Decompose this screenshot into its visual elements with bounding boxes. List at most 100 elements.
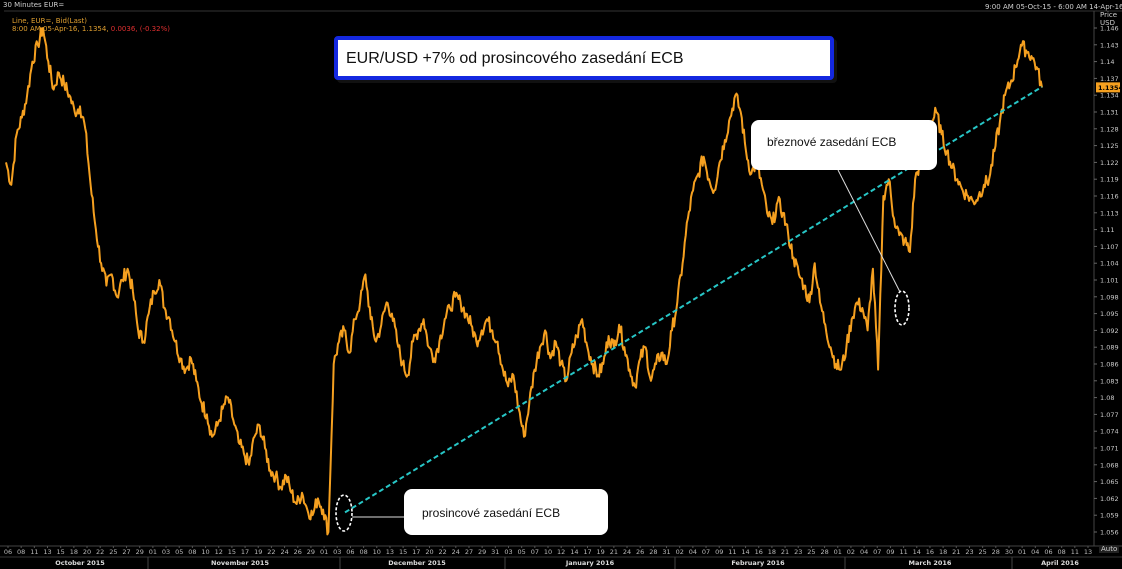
- y-tick-label: 1.119: [1100, 176, 1119, 184]
- x-tick-label: 28: [992, 548, 1000, 556]
- x-tick-label: 25: [109, 548, 117, 556]
- legend-change: 0.0036, (-0.32%): [110, 25, 170, 33]
- x-tick-label: 21: [952, 548, 960, 556]
- trend-line: [344, 85, 1043, 514]
- x-tick-label: 20: [425, 548, 433, 556]
- x-tick-label: 23: [965, 548, 973, 556]
- x-tick-label: 17: [241, 548, 249, 556]
- x-tick-label: 09: [715, 548, 723, 556]
- x-tick-label: 03: [333, 548, 341, 556]
- march-callout: březnové zasedání ECB: [751, 120, 937, 170]
- y-tick-label: 1.116: [1100, 193, 1119, 201]
- x-tick-label: 07: [702, 548, 710, 556]
- december-callout-text: prosincové zasedání ECB: [422, 506, 561, 520]
- x-tick-label: 12: [557, 548, 565, 556]
- y-tick-label: 1.077: [1100, 411, 1119, 419]
- x-tick-label: 09: [886, 548, 894, 556]
- legend-line: Line, EUR=, Bid(Last): [12, 17, 87, 25]
- x-tick-label: 06: [4, 548, 12, 556]
- x-tick-label: 01: [1018, 548, 1026, 556]
- last-price-label: 1.1354: [1098, 84, 1122, 92]
- y-tick-label: 1.092: [1100, 327, 1119, 335]
- x-tick-label: 25: [978, 548, 986, 556]
- month-label: November 2015: [211, 559, 269, 567]
- y-tick-label: 1.089: [1100, 344, 1119, 352]
- y-tick-label: 1.074: [1100, 428, 1119, 436]
- x-tick-label: 15: [228, 548, 236, 556]
- x-tick-label: 07: [531, 548, 539, 556]
- x-tick-label: 15: [399, 548, 407, 556]
- headline-box: EUR/USD +7% od prosincového zasedání ECB: [334, 36, 834, 80]
- currency-axis-title: USD: [1100, 19, 1115, 27]
- march-connector: [837, 169, 901, 293]
- x-tick-label: 19: [597, 548, 605, 556]
- x-tick-label: 11: [30, 548, 38, 556]
- x-tick-label: 16: [926, 548, 934, 556]
- x-tick-label: 22: [267, 548, 275, 556]
- x-tick-label: 22: [96, 548, 104, 556]
- x-tick-label: 03: [162, 548, 170, 556]
- y-tick-label: 1.08: [1100, 394, 1114, 402]
- y-tick-label: 1.134: [1100, 92, 1119, 100]
- x-tick-label: 29: [136, 548, 144, 556]
- x-tick-label: 21: [610, 548, 618, 556]
- x-tick-label: 04: [689, 548, 697, 556]
- x-tick-label: 01: [320, 548, 328, 556]
- x-tick-label: 08: [17, 548, 25, 556]
- x-tick-label: 01: [834, 548, 842, 556]
- x-tick-label: 30: [1005, 548, 1013, 556]
- y-tick-label: 1.056: [1100, 529, 1119, 537]
- y-tick-label: 1.083: [1100, 377, 1119, 385]
- x-tick-label: 01: [149, 548, 157, 556]
- x-tick-label: 28: [649, 548, 657, 556]
- x-tick-label: 22: [438, 548, 446, 556]
- x-tick-label: 24: [623, 548, 631, 556]
- x-tick-label: 05: [518, 548, 526, 556]
- x-tick-label: 29: [307, 548, 315, 556]
- x-tick-label: 12: [215, 548, 223, 556]
- month-label: April 2016: [1041, 559, 1079, 567]
- date-range-label: 9:00 AM 05-Oct-15 - 6:00 AM 14-Apr-16 (G…: [985, 3, 1122, 11]
- month-label: December 2015: [388, 559, 446, 567]
- x-tick-label: 26: [636, 548, 644, 556]
- y-tick-label: 1.101: [1100, 277, 1119, 285]
- auto-scale-button[interactable]: Auto: [1099, 545, 1120, 553]
- y-tick-label: 1.095: [1100, 310, 1119, 318]
- x-tick-label: 27: [465, 548, 473, 556]
- y-tick-label: 1.137: [1100, 75, 1119, 83]
- x-tick-label: 24: [452, 548, 460, 556]
- x-tick-label: 02: [676, 548, 684, 556]
- x-tick-label: 08: [188, 548, 196, 556]
- x-tick-label: 15: [57, 548, 65, 556]
- march-marker: [894, 290, 910, 326]
- x-tick-label: 06: [1044, 548, 1052, 556]
- x-tick-label: 31: [491, 548, 499, 556]
- x-tick-label: 20: [83, 548, 91, 556]
- y-tick-label: 1.14: [1100, 58, 1114, 66]
- x-tick-label: 17: [412, 548, 420, 556]
- x-tick-label: 25: [807, 548, 815, 556]
- y-tick-label: 1.125: [1100, 142, 1119, 150]
- x-tick-label: 24: [280, 548, 288, 556]
- x-tick-label: 18: [768, 548, 776, 556]
- x-tick-label: 28: [820, 548, 828, 556]
- december-marker: [335, 494, 353, 532]
- x-tick-label: 08: [1058, 548, 1066, 556]
- y-tick-label: 1.071: [1100, 445, 1119, 453]
- y-tick-label: 1.065: [1100, 478, 1119, 486]
- x-tick-label: 16: [755, 548, 763, 556]
- x-tick-label: 29: [478, 548, 486, 556]
- y-tick-label: 1.104: [1100, 260, 1119, 268]
- price-axis-title: Price: [1100, 11, 1118, 19]
- y-tick-label: 1.143: [1100, 41, 1119, 49]
- x-tick-label: 11: [728, 548, 736, 556]
- y-tick-label: 1.107: [1100, 243, 1119, 251]
- x-tick-label: 23: [794, 548, 802, 556]
- last-price-tag: [1096, 82, 1120, 93]
- x-tick-label: 18: [70, 548, 78, 556]
- y-tick-label: 1.059: [1100, 512, 1119, 520]
- x-tick-label: 04: [860, 548, 868, 556]
- x-tick-label: 08: [359, 548, 367, 556]
- x-tick-label: 11: [1071, 548, 1079, 556]
